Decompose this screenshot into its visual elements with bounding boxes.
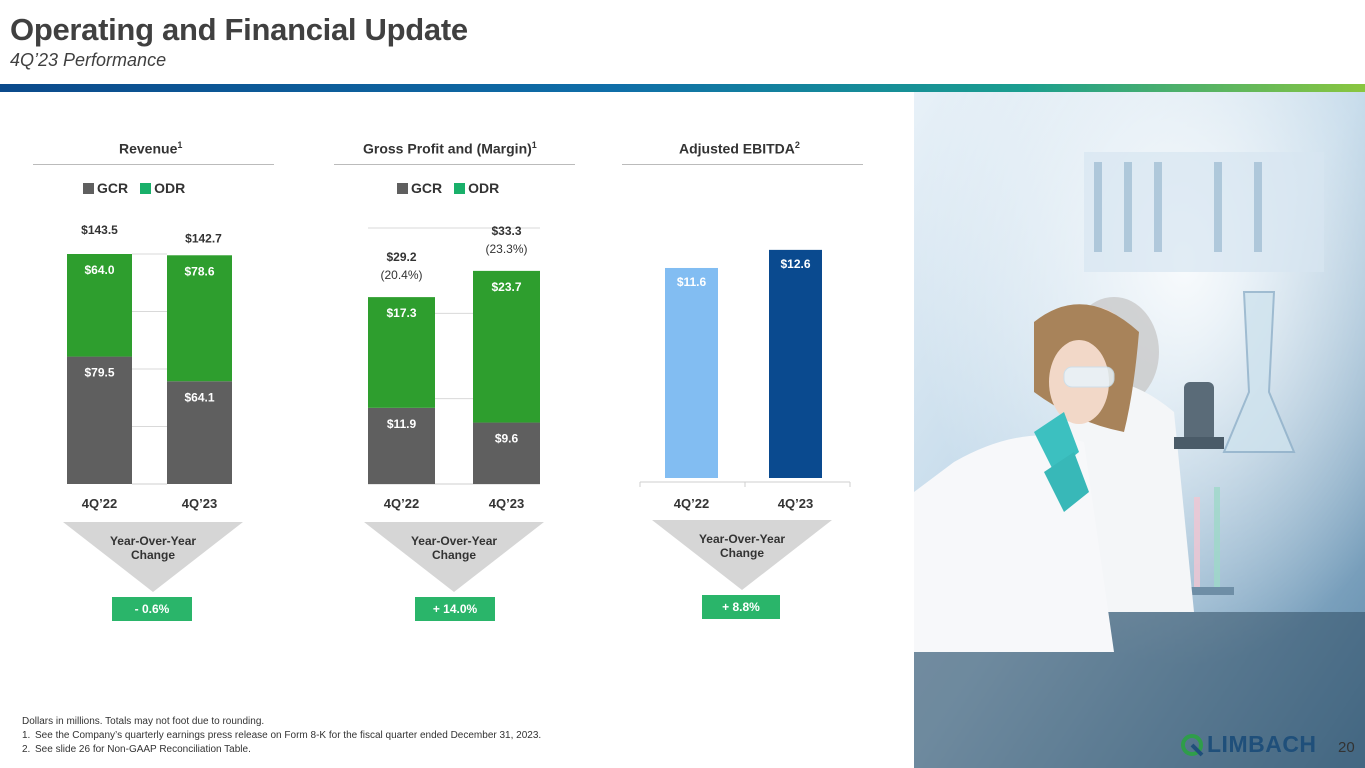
ebitda-chart: $11.6 4Q’22 $12.6 4Q’23 xyxy=(639,249,851,511)
revenue-chart: $79.5 $64.0 $143.5 4Q’22 $64.1 $78.6 $142.7 4Q’… xyxy=(67,223,232,511)
ebitda-rule xyxy=(622,164,863,165)
data-label: $64.0 xyxy=(84,263,114,277)
bar-odr xyxy=(473,270,540,423)
ebitda-yoy-label: Year-Over-Year Change xyxy=(698,532,786,560)
category-label: 4Q’22 xyxy=(384,496,419,511)
footnotes: Dollars in millions. Totals may not foot… xyxy=(22,715,541,757)
bar-gcr xyxy=(67,356,132,484)
revenue-title: Revenue1 xyxy=(119,140,182,157)
legend-odr: ODR xyxy=(454,180,499,196)
footnote-1: 1. See the Company’s quarterly earnings p… xyxy=(22,730,542,741)
limbach-logo-mark xyxy=(1181,733,1204,756)
data-label: $64.1 xyxy=(184,390,214,404)
revenue-yoy-label: Year-Over-Year Change xyxy=(109,534,197,562)
revenue-yoy: Year-Over-Year Change - 0.6% xyxy=(63,522,243,632)
legend-odr-swatch xyxy=(454,183,466,194)
bar-gcr xyxy=(473,422,540,484)
revenue-yoy-badge: - 0.6% xyxy=(112,597,192,621)
gross-profit-yoy-badge: + 14.0% xyxy=(415,597,495,621)
bar-ebitda xyxy=(769,249,822,478)
footnote-2: 2. See slide 26 for Non-GAAP Reconciliati… xyxy=(22,744,251,755)
total-label: $29.2 xyxy=(386,250,416,264)
data-label: $9.6 xyxy=(495,432,519,446)
revenue-rule xyxy=(33,164,274,165)
data-label: $79.5 xyxy=(84,366,114,380)
bar-gcr xyxy=(167,381,232,484)
ebitda-title: Adjusted EBITDA2 xyxy=(679,140,800,157)
accent-bar xyxy=(0,84,1365,92)
category-label: 4Q’22 xyxy=(674,496,709,511)
limbach-logo-text: LIMBACH xyxy=(1207,731,1317,757)
legend-gcr-label: GCR xyxy=(411,180,443,196)
gross-profit-chart: $11.9 $17.3 $29.2 (20.4%) 4Q’22 $9.6 $23.7 $33.… xyxy=(368,224,540,511)
revenue-yoy-chevron xyxy=(63,522,243,592)
legend-gcr-swatch xyxy=(83,183,94,194)
category-label: 4Q’23 xyxy=(778,496,813,511)
lab-photo xyxy=(914,92,1365,768)
lab-photo-illustration xyxy=(914,92,1365,768)
legend-odr-label: ODR xyxy=(154,180,186,196)
category-label: 4Q’23 xyxy=(489,496,524,511)
ebitda-yoy-badge: + 8.8% xyxy=(702,595,780,619)
ebitda-yoy-chevron xyxy=(652,520,832,590)
gross-profit-rule xyxy=(334,164,575,165)
data-label: $78.6 xyxy=(184,264,214,278)
gross-profit-legend: GCR ODR xyxy=(397,180,499,196)
total-label: $143.5 xyxy=(81,223,118,237)
bar-odr xyxy=(67,254,132,357)
ebitda-title-text: Adjusted EBITDA xyxy=(679,140,795,157)
legend-odr: ODR xyxy=(140,180,185,196)
revenue-legend: GCR ODR xyxy=(83,180,185,196)
gross-profit-title-text: Gross Profit and (Margin) xyxy=(363,140,532,157)
bar-gcr xyxy=(368,407,435,484)
legend-gcr-swatch xyxy=(397,183,408,194)
page-number: 20 xyxy=(1338,739,1355,756)
legend-gcr: GCR xyxy=(83,180,128,196)
legend-gcr: GCR xyxy=(397,180,442,196)
data-label: $11.6 xyxy=(677,275,707,289)
data-label: $23.7 xyxy=(491,280,521,294)
bar-ebitda xyxy=(665,267,718,478)
gross-profit-yoy-chevron xyxy=(364,522,544,592)
gross-profit-yoy-label: Year-Over-Year Change xyxy=(410,534,498,562)
limbach-logo: LIMBACH xyxy=(1180,731,1317,758)
gross-profit-title-sup: 1 xyxy=(531,140,537,150)
legend-odr-swatch xyxy=(140,183,152,194)
data-label: $17.3 xyxy=(386,306,416,320)
ebitda-yoy: Year-Over-Year Change + 8.8% xyxy=(652,520,832,630)
category-label: 4Q’22 xyxy=(82,496,117,511)
total-label: $33.3 xyxy=(491,224,521,238)
revenue-title-text: Revenue xyxy=(119,140,178,157)
total-label: $142.7 xyxy=(185,231,222,245)
page-title: Operating and Financial Update xyxy=(10,12,468,47)
page-subtitle: 4Q’23 Performance xyxy=(10,50,167,70)
gross-profit-title: Gross Profit and (Margin)1 xyxy=(363,140,537,157)
footnote-intro: Dollars in millions. Totals may not foot… xyxy=(22,716,265,727)
ebitda-panel: Adjusted EBITDA2 $11.6 4Q’22 $12.6 4Q’23 Ye… xyxy=(622,120,863,630)
revenue-panel: Revenue1 GCR ODR $79.5 $64.0 $143.5 4Q’22 $6… xyxy=(33,120,274,630)
revenue-title-sup: 1 xyxy=(177,140,183,150)
bar-odr xyxy=(368,297,435,408)
legend-gcr-label: GCR xyxy=(97,180,129,196)
margin-label: (23.3%) xyxy=(485,242,527,256)
bar-odr xyxy=(167,255,232,382)
data-label: $12.6 xyxy=(780,257,810,271)
gross-profit-panel: Gross Profit and (Margin)1 GCR ODR $11.9… xyxy=(334,120,575,630)
category-label: 4Q’23 xyxy=(182,496,217,511)
margin-label: (20.4%) xyxy=(380,268,422,282)
legend-odr-label: ODR xyxy=(468,180,500,196)
ebitda-title-sup: 2 xyxy=(794,140,800,150)
gross-profit-yoy: Year-Over-Year Change + 14.0% xyxy=(364,522,544,632)
data-label: $11.9 xyxy=(387,417,417,431)
